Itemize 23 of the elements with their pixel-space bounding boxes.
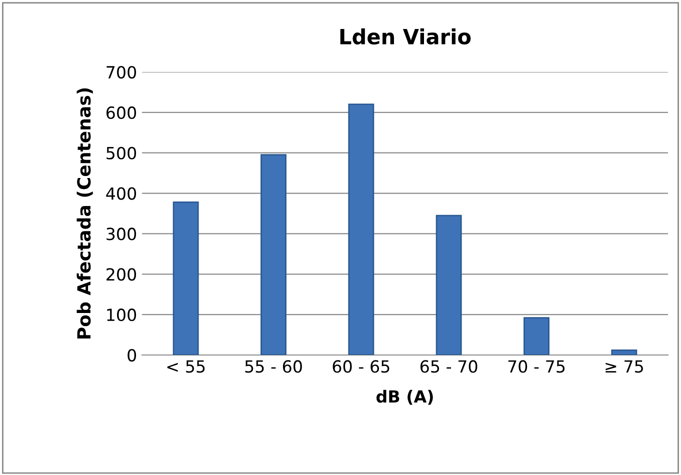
chart-title: Lden Viario (340, 28, 471, 45)
bar (436, 214, 462, 355)
y-tick-label: 300 (106, 228, 136, 240)
x-tick-label: < 55 (167, 360, 205, 373)
y-tick-label: 600 (106, 106, 136, 119)
y-tick-label: 100 (107, 308, 136, 322)
x-tick-label: 60 - 65 (332, 360, 390, 373)
bar (172, 201, 199, 355)
y-tick-label: 200 (106, 268, 136, 281)
y-tick-label: 500 (106, 146, 136, 160)
bar (348, 104, 374, 355)
y-tick-label: 0 (128, 348, 136, 362)
x-tick-label: ≥ 75 (606, 360, 643, 373)
bar (611, 349, 638, 355)
y-tick-label: 700 (106, 66, 136, 79)
x-tick-label: 70 - 75 (508, 360, 565, 373)
x-tick-label: 65 - 70 (420, 360, 478, 373)
x-tick-label: 55 - 60 (245, 360, 302, 373)
bar (524, 317, 550, 355)
y-axis-title: Pob Afectada (Centenas) (76, 88, 93, 339)
y-tick-label: 400 (106, 187, 136, 200)
bar (260, 154, 286, 355)
x-axis-title: dB (A) (376, 390, 433, 405)
